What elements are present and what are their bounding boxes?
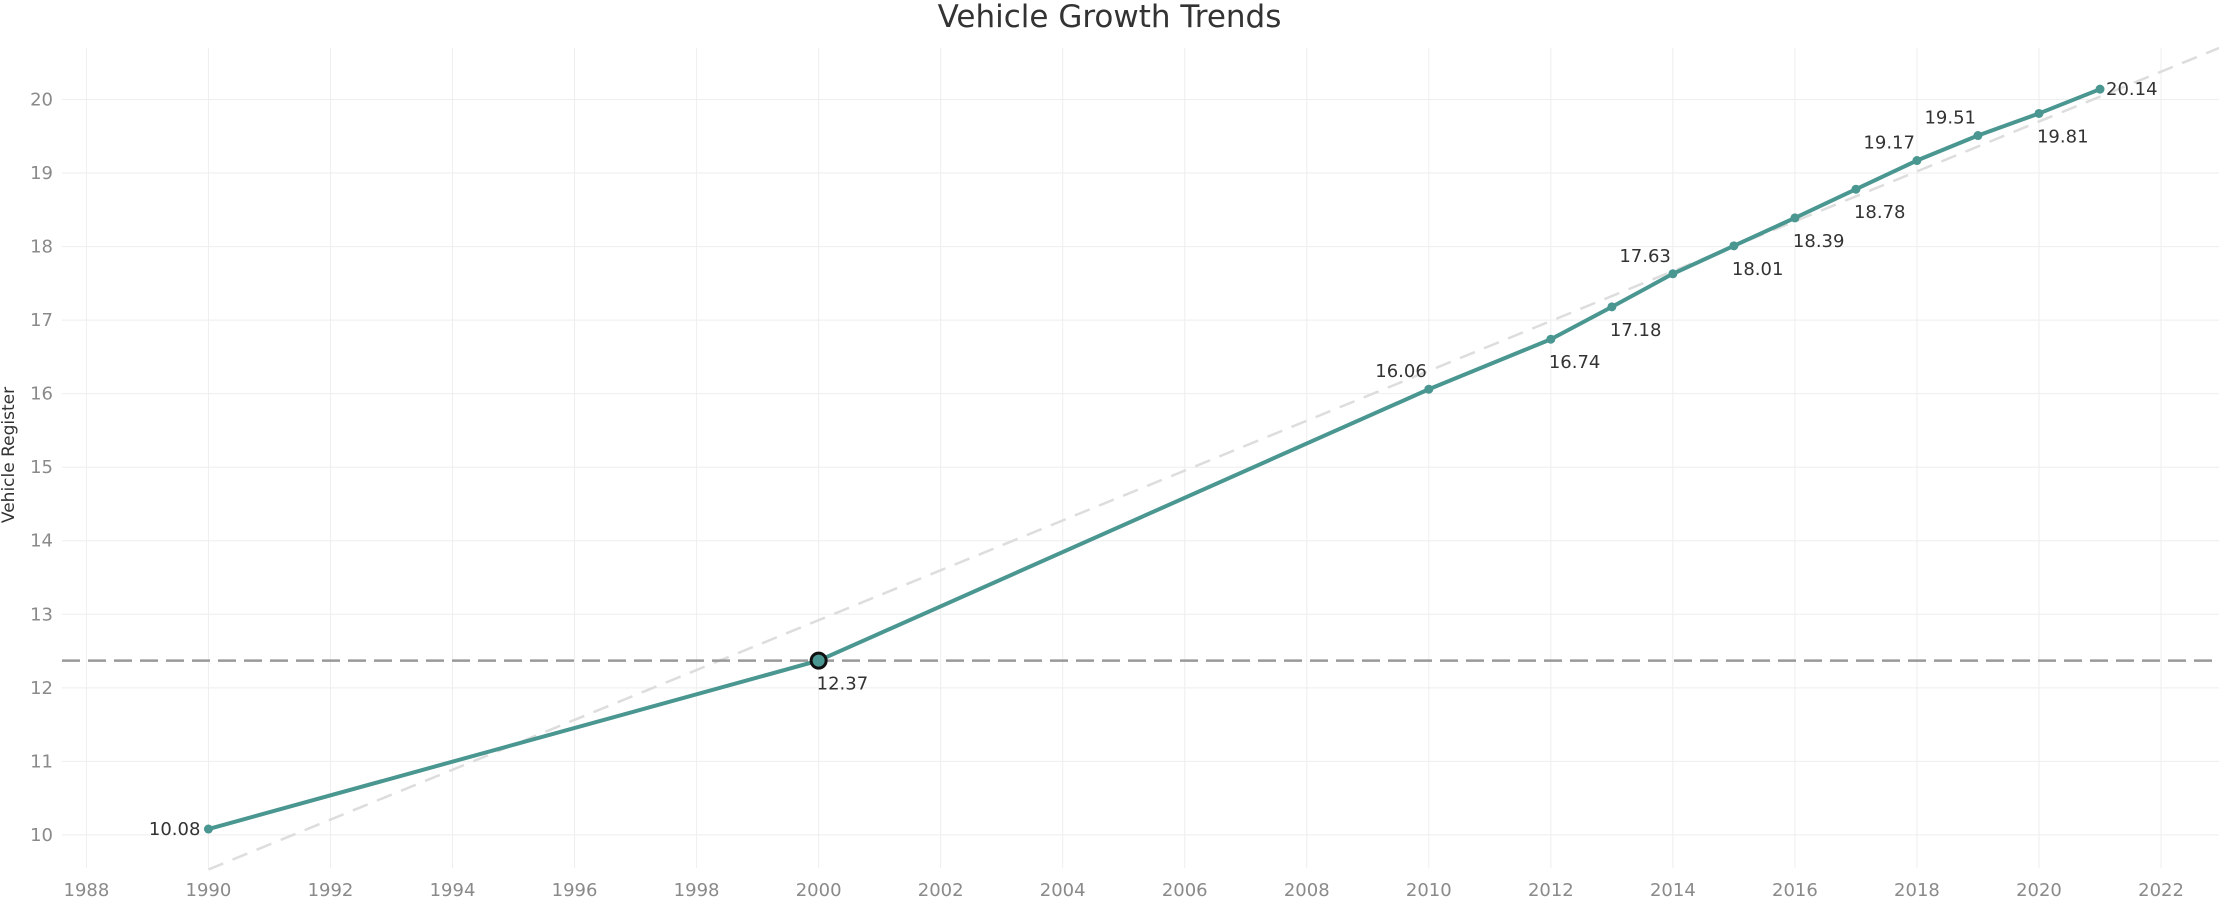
series-layer [206,87,2103,832]
x-tick-label: 2002 [918,880,964,901]
chart-title: Vehicle Growth Trends [937,0,1282,35]
x-tick-label: 2008 [1284,880,1330,901]
x-tick-label: 2012 [1528,880,1574,901]
x-tick-label: 1992 [308,880,354,901]
y-tick-label: 11 [30,751,53,772]
trend-line [207,46,2219,871]
y-tick-label: 13 [30,604,53,625]
data-label: 19.51 [1924,108,1976,129]
data-point [1424,384,1434,394]
data-label: 17.18 [1610,320,1662,341]
data-label: 20.14 [2106,79,2158,100]
data-point [2095,84,2105,94]
y-tick-label: 17 [30,310,53,331]
data-label: 16.74 [1549,352,1601,373]
y-tick-label: 15 [30,457,53,478]
data-label: 19.17 [1863,133,1915,154]
trend-layer [207,46,2219,871]
series-line [206,87,2103,832]
y-tick-label: 19 [30,163,53,184]
data-label: 10.08 [149,819,201,840]
data-point [1912,156,1922,166]
data-label: 18.01 [1732,259,1784,280]
y-tick-label: 14 [30,531,53,552]
data-label: 18.39 [1793,231,1845,252]
x-tick-label: 1996 [552,880,598,901]
x-tick-label: 2020 [2016,880,2062,901]
x-tick-label: 2014 [1650,880,1696,901]
x-tick-label: 2006 [1162,880,1208,901]
data-point [1973,131,1983,141]
data-point [1790,213,1800,223]
data-label: 18.78 [1854,202,1906,223]
x-tick-label: 2004 [1040,880,1086,901]
x-tick-label: 2010 [1406,880,1452,901]
data-point [203,824,213,834]
x-tick-label: 1998 [674,880,720,901]
data-point [1607,302,1617,312]
data-label: 17.63 [1619,246,1671,267]
x-tick-label: 2016 [1772,880,1818,901]
data-point [1668,269,1678,279]
x-tick-label: 1990 [186,880,232,901]
y-tick-label: 10 [30,825,53,846]
tick-labels-layer: 1988 1990 1992 1994 1996 1998 2000 2002 2004 2006… [30,89,2184,901]
data-label: 16.06 [1375,361,1427,382]
y-tick-label: 20 [30,89,53,110]
x-tick-label: 2018 [1894,880,1940,901]
x-tick-label: 2000 [796,880,842,901]
data-label: 19.81 [2037,126,2089,147]
grid-layer [62,48,2219,868]
y-tick-label: 16 [30,384,53,405]
x-tick-label: 2022 [2138,880,2184,901]
x-tick-label: 1988 [64,880,110,901]
data-point-highlighted [809,651,828,670]
y-tick-label: 18 [30,237,53,258]
y-axis-title: Vehicle Register [0,387,19,523]
points-layer [203,84,2105,834]
data-label: 12.37 [817,674,869,695]
x-tick-label: 1994 [430,880,476,901]
data-point [1729,241,1739,251]
data-labels-layer: 10.08 12.37 16.06 16.74 17.18 17.63 18.01 18.39… [149,79,2158,840]
data-point [1546,334,1556,344]
y-tick-label: 12 [30,678,53,699]
data-point [2034,108,2044,118]
data-point [1851,184,1861,194]
